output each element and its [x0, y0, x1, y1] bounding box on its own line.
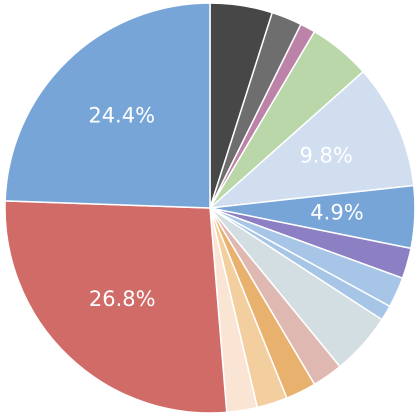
pie-slice-15 [4, 2, 211, 209]
pie-slice-14 [4, 200, 228, 414]
pie-labels: 9.8% 4.9% 26.8% 24.4% [88, 104, 363, 311]
pie-slice-label-5: 4.9% [310, 201, 363, 225]
pie-slice-label-15: 24.4% [88, 104, 155, 128]
pie-slice-4 [207, 70, 415, 210]
pie-slice-label-14: 26.8% [89, 287, 156, 311]
pie-slice-label-4: 9.8% [299, 143, 352, 167]
pie-slices [4, 2, 416, 414]
